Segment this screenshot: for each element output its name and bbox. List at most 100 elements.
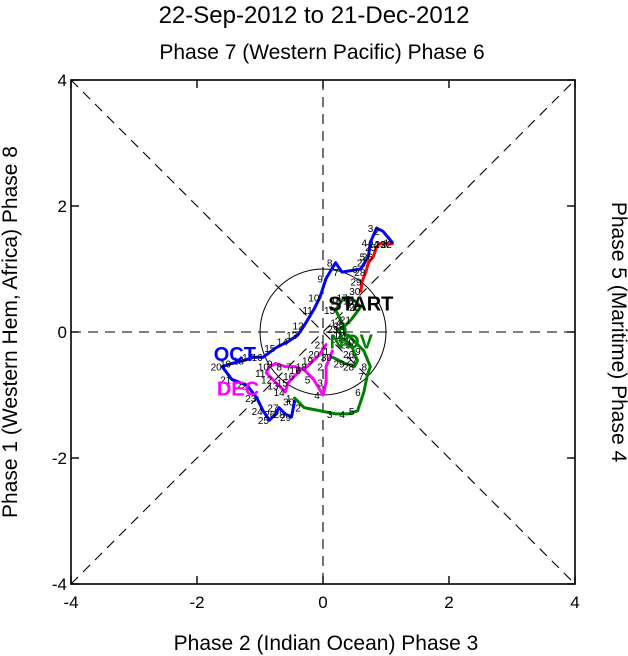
day-label-dec: 21 — [315, 341, 327, 352]
day-label-oct: 7 — [333, 268, 339, 279]
top-phase-label: Phase 7 (Western Pacific) Phase 6 — [159, 41, 484, 64]
day-label-dec: 1 — [324, 347, 330, 358]
day-label-sep: 26 — [362, 252, 374, 263]
y-tick-label: 2 — [58, 197, 67, 216]
day-label-dec: 6 — [295, 366, 301, 377]
day-label-dec: 12 — [261, 375, 273, 386]
day-label-nov: 3 — [327, 410, 333, 421]
day-label-oct: 27 — [267, 404, 279, 415]
day-label-oct: 14 — [277, 337, 289, 348]
day-label-dec: 14 — [274, 388, 286, 399]
day-label-sep: 27 — [357, 259, 369, 270]
day-label-oct: 26 — [264, 410, 276, 421]
day-label-dec: 4 — [314, 391, 320, 402]
month-label-nov: NOV — [330, 331, 374, 353]
day-label-oct: 12 — [293, 322, 305, 333]
day-label-dec: 20 — [308, 350, 320, 361]
day-label-sep: 30 — [349, 287, 361, 298]
x-tick-label: -2 — [189, 593, 204, 612]
day-label-nov: 30 — [321, 353, 333, 364]
day-labels: 2223242526272829301234567891011121314151… — [211, 224, 393, 427]
day-label-nov: 16 — [330, 297, 342, 308]
y-axis-label-left: Phase 1 (Western Hem, Africa) Phase 8 — [0, 146, 22, 518]
day-label-oct: 8 — [327, 259, 333, 270]
series-group — [220, 226, 394, 422]
day-label-oct: 19 — [220, 360, 232, 371]
x-tick-label: 4 — [570, 593, 579, 612]
day-label-nov: 10 — [343, 337, 355, 348]
month-labels: OCT NOV DEC START — [214, 294, 394, 401]
day-label-nov: 8 — [361, 363, 367, 374]
day-label-oct: 29 — [280, 413, 292, 424]
phase-guides — [70, 79, 576, 585]
day-label-oct: 5 — [360, 252, 366, 263]
day-label-dec: 7 — [286, 363, 292, 374]
day-label-oct: 10 — [308, 293, 320, 304]
day-label-nov: 23 — [327, 325, 339, 336]
day-label-nov: 12 — [333, 331, 345, 342]
day-label-nov: 17 — [337, 293, 349, 304]
y-tick-label: -4 — [52, 575, 67, 594]
day-label-nov: 6 — [355, 388, 361, 399]
day-label-oct: 9 — [317, 274, 323, 285]
day-label-sep: 29 — [350, 278, 362, 289]
x-tick-label: -4 — [63, 593, 78, 612]
day-label-dec: 17 — [289, 366, 301, 377]
day-label-dec: 19 — [302, 356, 314, 367]
day-label-dec: 13 — [267, 382, 279, 393]
day-label-oct: 1 — [384, 239, 390, 250]
day-label-nov: 22 — [333, 322, 345, 333]
day-label-nov: 1 — [286, 394, 292, 405]
day-label-dec: 15 — [277, 378, 289, 389]
day-label-oct: 22 — [236, 382, 248, 393]
day-label-oct: 24 — [252, 407, 264, 418]
day-label-oct: 4 — [361, 239, 367, 250]
day-label-nov: 25 — [340, 341, 352, 352]
day-label-nov: 20 — [349, 303, 361, 314]
day-label-nov: 4 — [339, 410, 345, 421]
day-label-dec: 5 — [305, 375, 311, 386]
day-label-nov: 13 — [333, 325, 345, 336]
day-label-nov: 11 — [337, 331, 348, 342]
y-axis-label-right: Phase 5 (Maritime) Phase 4 — [607, 202, 628, 463]
day-label-sep: 28 — [354, 268, 366, 279]
month-label-oct: OCT — [214, 344, 256, 366]
chart-title: 22-Sep-2012 to 21-Dec-2012 — [159, 2, 470, 29]
day-label-oct: 23 — [245, 394, 257, 405]
day-label-oct: 28 — [274, 410, 286, 421]
day-label-dec: 11 — [255, 369, 266, 380]
day-label-nov: 27 — [346, 356, 358, 367]
day-label-oct: 6 — [352, 265, 358, 276]
x-tick-label: 2 — [444, 593, 453, 612]
day-label-dec: 3 — [317, 378, 323, 389]
day-label-oct: 15 — [264, 344, 276, 355]
day-label-oct: 17 — [242, 353, 254, 364]
day-label-oct: 20 — [211, 363, 223, 374]
day-label-nov: 9 — [355, 347, 361, 358]
day-label-nov: 18 — [343, 297, 355, 308]
day-label-dec: 10 — [258, 363, 270, 374]
day-label-nov: 29 — [333, 360, 345, 371]
day-label-dec: 2 — [317, 363, 323, 374]
day-label-oct: 2 — [374, 227, 380, 238]
day-label-oct: 18 — [233, 356, 245, 367]
day-label-nov: 28 — [343, 363, 355, 374]
day-label-nov: 24 — [330, 334, 342, 345]
day-label-nov: 15 — [324, 306, 336, 317]
day-label-dec: 9 — [267, 360, 273, 371]
day-label-nov: 19 — [346, 300, 358, 311]
day-label-oct: 11 — [302, 306, 313, 317]
day-label-nov: 26 — [343, 350, 355, 361]
day-label-oct: 30 — [283, 397, 295, 408]
day-label-nov: 5 — [349, 407, 355, 418]
series-line-dec — [264, 343, 334, 397]
y-tick-label: -2 — [52, 449, 67, 468]
y-tick-label: 4 — [58, 71, 67, 90]
day-label-nov: 2 — [295, 404, 301, 415]
day-label-sep: 24 — [368, 240, 380, 251]
day-label-oct: 21 — [220, 375, 232, 386]
start-label: START — [328, 294, 393, 316]
day-label-dec: 18 — [296, 363, 308, 374]
day-label-oct: 3 — [368, 224, 374, 235]
